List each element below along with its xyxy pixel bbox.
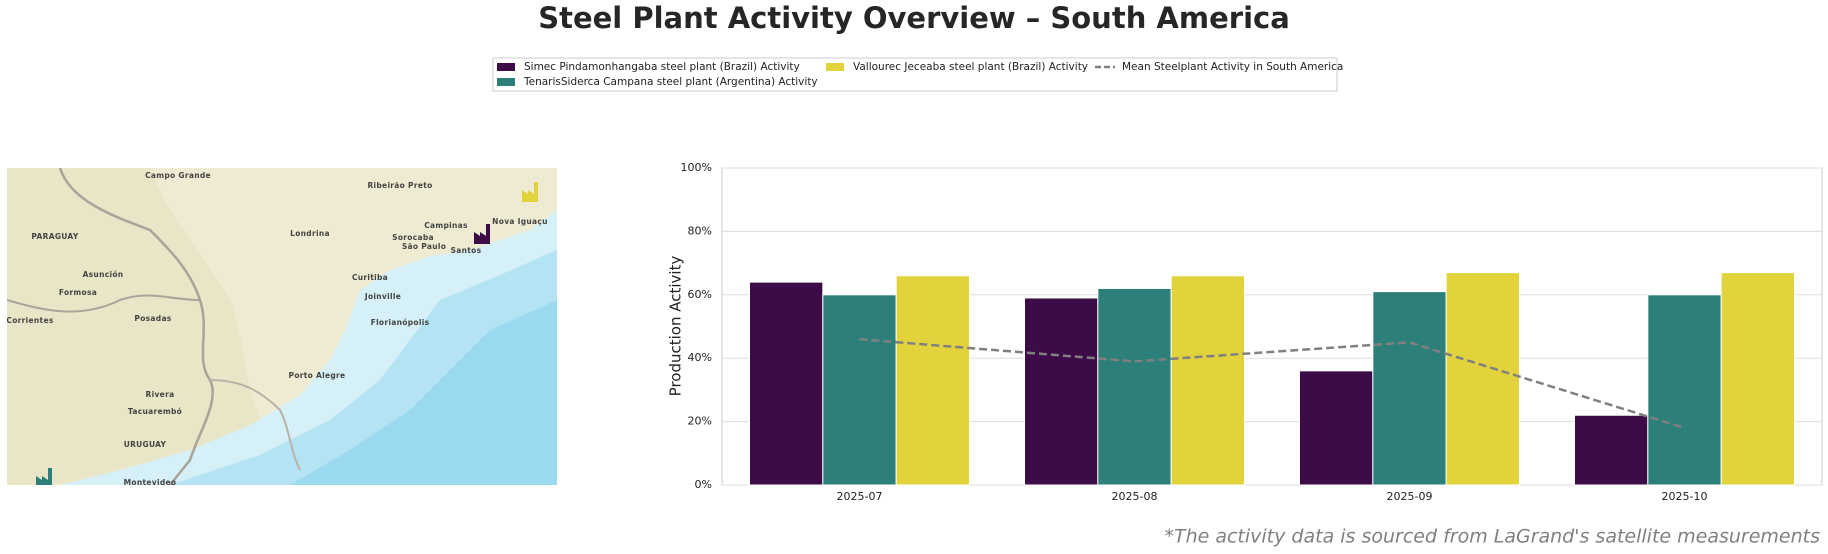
- map-label: Montevideo: [124, 478, 177, 487]
- y-tick-label: 100%: [681, 161, 712, 174]
- x-tick-label: 2025-08: [1112, 490, 1158, 503]
- bar: [822, 294, 897, 486]
- map-label: Londrina: [290, 229, 330, 238]
- border: [7, 294, 201, 313]
- plant-icon: [522, 182, 538, 202]
- ocean-deep: [290, 300, 557, 485]
- map-label: Sorocaba: [392, 233, 434, 242]
- legend-swatch: [826, 63, 844, 71]
- footnote: *The activity data is sourced from LaGra…: [1164, 526, 1820, 548]
- legend-swatch: [497, 63, 515, 71]
- bar: [895, 275, 971, 486]
- legend-label: Vallourec Jeceaba steel plant (Brazil) A…: [853, 61, 1088, 73]
- map: Campo Grande Ribeirão Preto PARAGUAY Londri…: [6, 168, 557, 487]
- y-tick-label: 60%: [688, 288, 712, 301]
- x-tick-label: 2025-09: [1387, 490, 1433, 503]
- map-label: Posadas: [134, 314, 171, 323]
- mean-line: [859, 337, 1685, 430]
- map-label: Rivera: [146, 390, 175, 399]
- bar: [1097, 287, 1172, 486]
- x-tick-label: 2025-07: [837, 490, 883, 503]
- bar: [1299, 370, 1374, 486]
- map-label: PARAGUAY: [31, 232, 78, 241]
- y-tick-label: 40%: [688, 351, 712, 364]
- map-label: Corrientes: [6, 316, 53, 325]
- map-label: Ribeirão Preto: [367, 181, 432, 190]
- plant-icon: [474, 224, 490, 244]
- y-tick-label: 80%: [688, 224, 712, 237]
- bar: [749, 281, 824, 486]
- legend-swatch: [497, 78, 515, 86]
- y-tick-label: 0%: [695, 478, 712, 491]
- y-axis-label: Production Activity: [667, 256, 685, 397]
- plant-icon: [36, 468, 52, 485]
- legend-label: Simec Pindamonhangaba steel plant (Brazi…: [524, 61, 800, 73]
- bar: [1445, 272, 1520, 486]
- map-label: Nova Iguaçu: [492, 217, 548, 226]
- map-label: Florianópolis: [371, 318, 430, 327]
- x-tick-label: 2025-10: [1662, 490, 1708, 503]
- map-label: Santos: [451, 246, 482, 255]
- border: [209, 379, 301, 471]
- map-label: Joinville: [364, 292, 401, 301]
- bar: [1574, 414, 1649, 486]
- bar: [1372, 291, 1447, 486]
- map-label: URUGUAY: [124, 440, 167, 449]
- bar: [1024, 297, 1099, 486]
- y-tick-label: 20%: [688, 415, 712, 428]
- map-label: Campo Grande: [145, 171, 211, 180]
- map-label: Porto Alegre: [289, 371, 346, 380]
- map-label: Campinas: [424, 221, 468, 230]
- map-label: Asunción: [83, 270, 124, 279]
- map-label: Curitiba: [352, 273, 388, 282]
- legend-label: Mean Steelplant Activity in South Americ…: [1122, 61, 1343, 73]
- map-label: São Paulo: [402, 242, 446, 251]
- map-label: Formosa: [59, 288, 97, 297]
- bar: [1170, 275, 1245, 486]
- legend-label: TenarisSiderca Campana steel plant (Arge…: [523, 76, 818, 88]
- bar: [1720, 272, 1795, 486]
- chart-title: Steel Plant Activity Overview – South Am…: [538, 1, 1290, 35]
- bar: [1647, 294, 1722, 486]
- land-shade: [7, 168, 300, 485]
- map-label: Tacuarembó: [128, 407, 182, 416]
- legend-box: [492, 57, 1338, 92]
